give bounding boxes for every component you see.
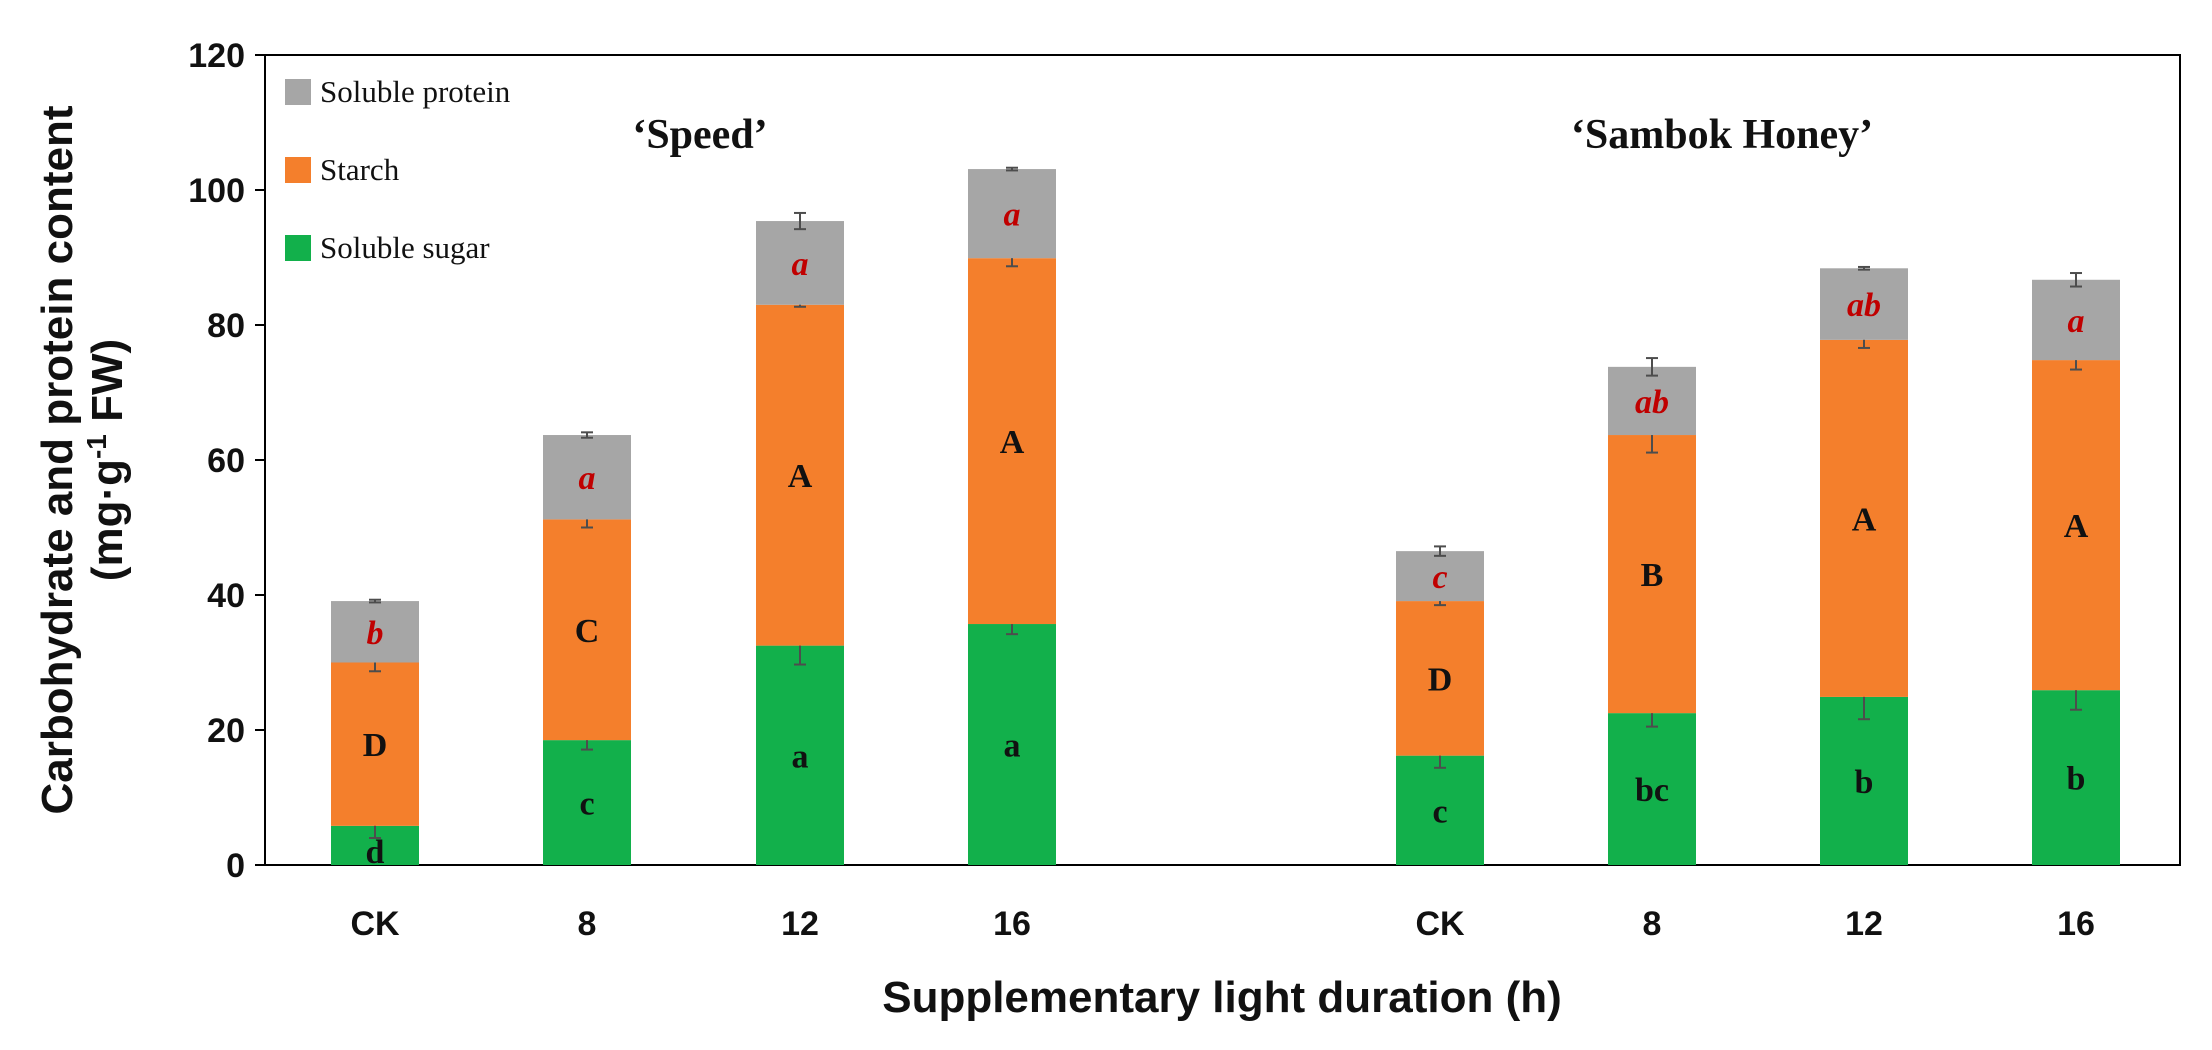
significance-letter-1-0-2: c [1432,559,1447,596]
bar-soluble-protein-g0-c1 [543,435,631,520]
legend-label-soluble-protein: Soluble protein [320,74,511,109]
significance-letter-1-0-1: D [1428,661,1453,698]
x-tick-label: CK [1415,905,1465,943]
legend-swatch-soluble-sugar [285,235,311,261]
bar-starch-g1-c1 [1608,435,1696,714]
y-tick-label: 40 [207,577,245,615]
bar-starch-g1-c3 [2032,360,2120,691]
bar-soluble-sugar-g0-c2 [756,645,844,865]
y-tick-label: 100 [188,172,245,210]
significance-letter-0-0-2: b [367,615,384,652]
significance-letter-1-3-0: b [2067,761,2086,798]
x-tick-label: 8 [578,905,597,943]
y-tick-label: 0 [226,847,245,885]
x-tick-label: 16 [993,905,1031,943]
significance-letter-1-1-1: B [1641,557,1664,594]
y-unit-superscript: -1 [81,434,112,459]
bar-soluble-sugar-g1-c3 [2032,690,2120,865]
x-axis-title: Supplementary light duration (h) [882,973,1562,1022]
bar-soluble-sugar-g0-c3 [968,624,1056,865]
bar-starch-g0-c0 [331,662,419,826]
bar-soluble-protein-g0-c0 [331,601,419,663]
significance-letter-0-2-1: A [788,458,813,495]
cultivar-title-1: ‘Sambok Honey’ [1571,112,1873,158]
legend-swatch-soluble-protein [285,79,311,105]
bar-soluble-sugar-g1-c2 [1820,696,1908,865]
y-axis-title-line2: (mg·g-1 FW) [81,339,132,581]
legend-label-soluble-sugar: Soluble sugar [320,230,490,265]
y-unit-prefix: (mg·g [83,459,132,581]
significance-letter-1-2-1: A [1852,501,1877,538]
y-tick-label: 120 [188,37,245,75]
x-tick-label: 8 [1643,905,1662,943]
significance-letter-0-0-0: d [366,834,385,871]
bar-soluble-protein-g1-c2 [1820,268,1908,340]
significance-letter-0-3-1: A [1000,424,1025,461]
significance-letter-0-0-1: D [363,727,388,764]
legend-swatch-starch [285,157,311,183]
bar-soluble-protein-g1-c1 [1608,366,1696,436]
significance-letter-0-1-0: c [579,786,594,823]
significance-letter-1-3-1: A [2064,508,2089,545]
y-unit-suffix: FW) [83,339,132,434]
significance-letter-1-0-0: c [1432,793,1447,830]
legend: Soluble protein Starch Soluble sugar [285,74,511,265]
legend-label-starch: Starch [320,152,400,187]
bar-soluble-protein-g0-c3 [968,169,1056,259]
significance-letter-1-1-2: ab [1635,384,1669,421]
significance-letter-0-1-1: C [575,613,600,650]
significance-letter-0-1-2: a [579,460,596,497]
significance-letter-1-1-0: bc [1635,772,1669,809]
y-axis-title: Carbohydrate and protein content (mg·g-1… [33,105,132,814]
significance-letter-0-3-2: a [1004,197,1021,234]
significance-letter-1-2-0: b [1855,764,1874,801]
y-tick-label: 60 [207,442,245,480]
x-tick-label: CK [350,905,400,943]
y-tick-label: 20 [207,712,245,750]
y-tick-label: 80 [207,307,245,345]
y-axis-title-line1: Carbohydrate and protein content [33,105,82,814]
significance-letter-0-2-2: a [792,246,809,283]
bar-soluble-protein-g1-c3 [2032,279,2120,361]
bar-soluble-sugar-g1-c1 [1608,713,1696,865]
significance-letter-0-2-0: a [792,738,809,775]
bar-starch-g0-c2 [756,304,844,646]
bar-starch-g1-c2 [1820,339,1908,697]
bar-soluble-sugar-g1-c0 [1396,755,1484,865]
significance-letter-1-2-2: ab [1847,287,1881,324]
bar-starch-g0-c1 [543,519,631,741]
bar-starch-g0-c3 [968,258,1056,625]
significance-letter-0-3-0: a [1004,728,1021,765]
cultivar-title-0: ‘Speed’ [632,112,767,158]
x-tick-label: 12 [781,905,819,943]
x-tick-label: 16 [2057,905,2095,943]
significance-letter-1-3-2: a [2068,303,2085,340]
bar-soluble-protein-g1-c0 [1396,551,1484,602]
bar-starch-g1-c0 [1396,601,1484,756]
bar-soluble-protein-g0-c2 [756,221,844,305]
bar-soluble-sugar-g0-c1 [543,740,631,865]
x-tick-label: 12 [1845,905,1883,943]
